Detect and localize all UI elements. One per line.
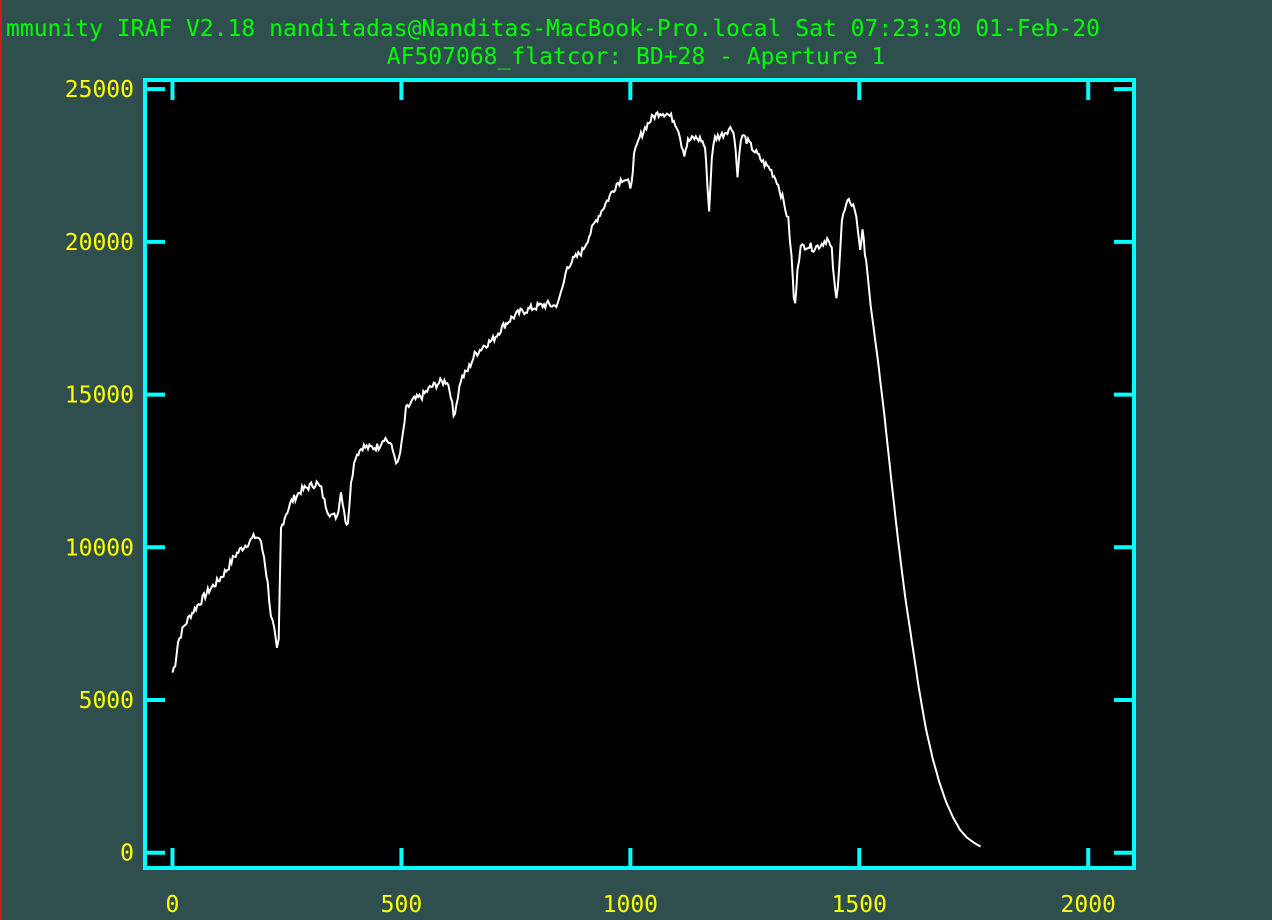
window-left-edge: [0, 0, 2, 920]
x-tick-label: 1000: [603, 892, 658, 918]
plot-area: [145, 80, 1134, 868]
y-tick-label: 0: [120, 841, 134, 867]
x-tick-label: 1500: [832, 892, 887, 918]
plot-frame: [143, 78, 1136, 870]
window-status-line: mmunity IRAF V2.18 nanditadas@Nanditas-M…: [6, 16, 1100, 42]
y-tick-label: 5000: [79, 688, 134, 714]
axis-ticks: [145, 80, 1134, 868]
x-tick-label: 2000: [1061, 892, 1116, 918]
y-tick-label: 25000: [65, 77, 134, 103]
plot-title: AF507068_flatcor: BD+28 - Aperture 1: [386, 44, 886, 70]
y-tick-label: 20000: [65, 230, 134, 256]
y-tick-label: 10000: [65, 535, 134, 561]
x-tick-label: 500: [381, 892, 423, 918]
spectrum-series-line: [171, 110, 982, 848]
tick-labels: 0 500 1000 1500 2000050001000015000200002500…: [65, 77, 1116, 918]
y-tick-label: 15000: [65, 383, 134, 409]
x-tick-label: 0: [166, 892, 180, 918]
